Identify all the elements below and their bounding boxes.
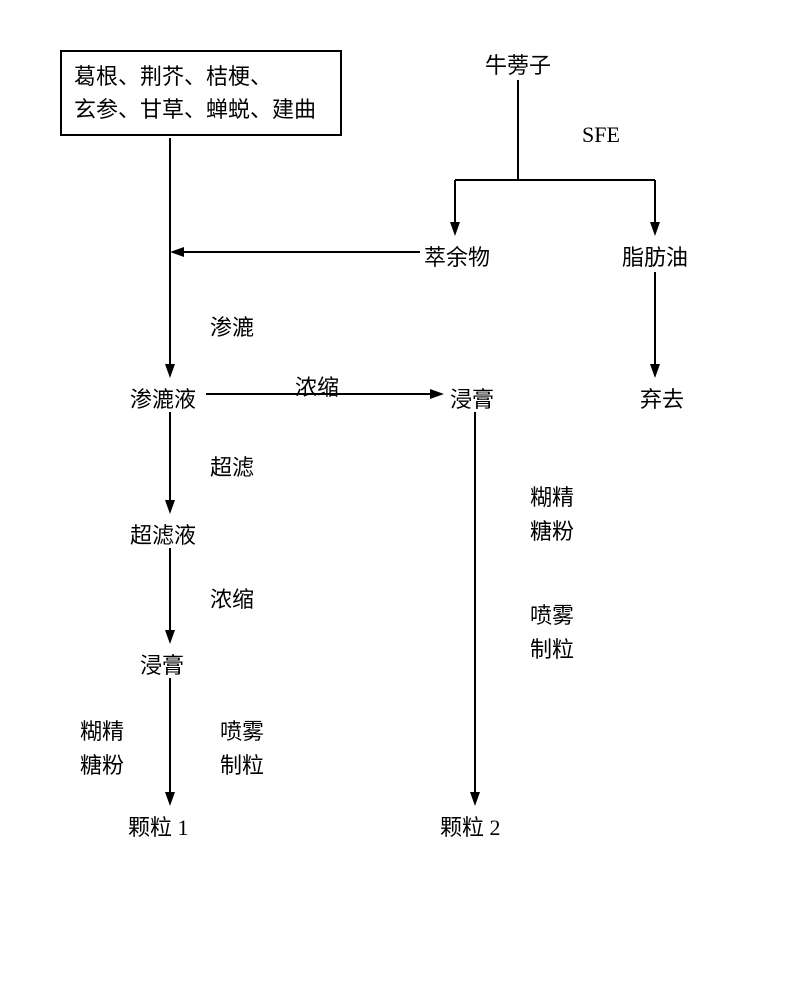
flowchart-svg (0, 0, 800, 999)
